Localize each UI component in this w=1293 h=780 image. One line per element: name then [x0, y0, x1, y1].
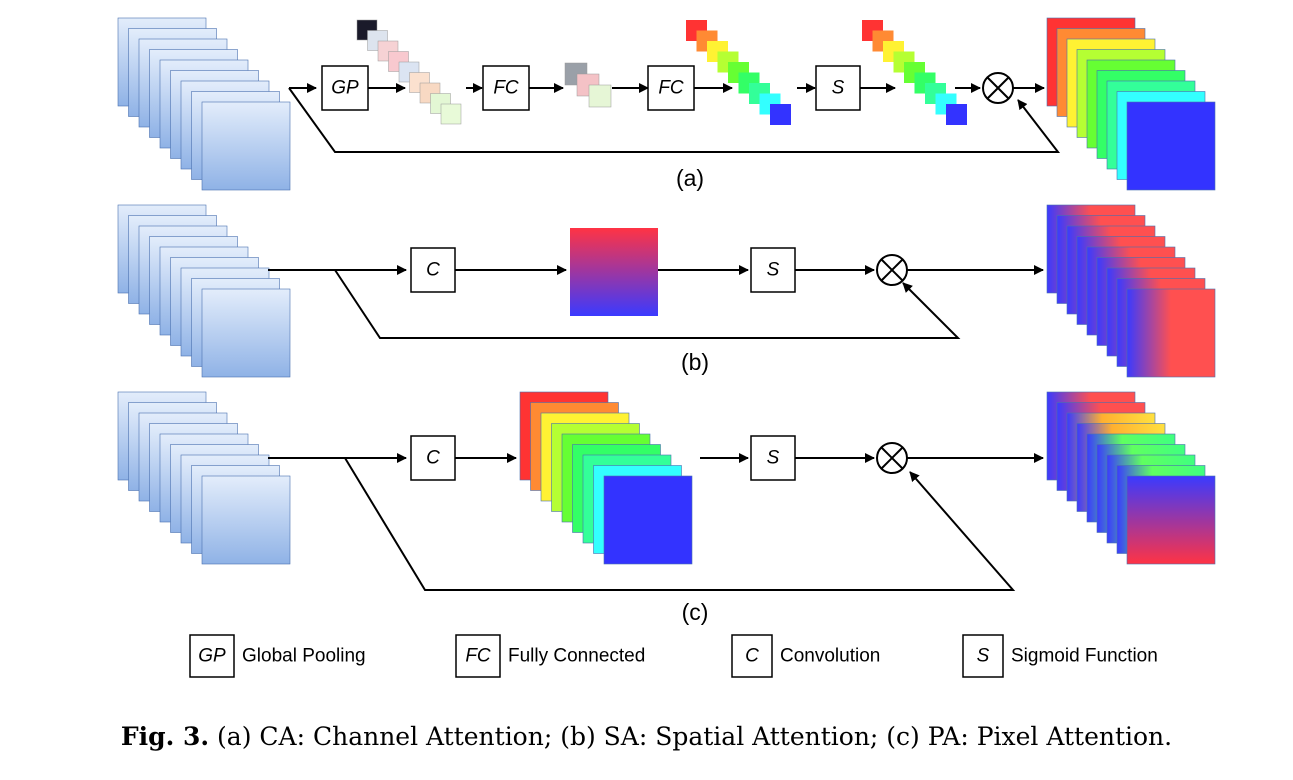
feature-map-layer	[1126, 475, 1216, 565]
figure-caption: Fig. 3. (a) CA: Channel Attention; (b) S…	[0, 722, 1293, 751]
multiply-icon-stroke	[881, 259, 903, 281]
input-feature-stack	[117, 17, 291, 191]
legend-text: Sigmoid Function	[1011, 646, 1158, 667]
op-sigmoid-label: S	[832, 78, 845, 99]
feature-map-layer	[1126, 288, 1216, 378]
pooled-channel	[440, 103, 462, 125]
legend-key-box	[731, 634, 773, 678]
feature-map-layer	[603, 475, 693, 565]
attention-diagram: GP FC FC S (a) C S (b) C S (c) GP Global Pooling F…	[117, 17, 1216, 678]
legend-key-box	[962, 634, 1004, 678]
legend-key-s: S	[977, 646, 990, 667]
output-feature-stack	[1046, 17, 1216, 191]
panel-label-c: (c)	[682, 599, 709, 625]
legend-key-c: C	[745, 646, 759, 667]
skip-connection	[344, 457, 1016, 591]
multiply-icon-stroke	[881, 447, 903, 469]
legend-key-box	[455, 634, 501, 678]
op-fc1-label: FC	[493, 78, 519, 99]
legend-key-box	[189, 634, 235, 678]
multiply-icon-stroke	[987, 77, 1009, 99]
panel-channel-attention: GP FC FC S (a)	[117, 17, 1216, 191]
legend-text: Convolution	[780, 646, 880, 667]
op-conv-box	[410, 435, 456, 481]
legend-key-gp: GP	[198, 646, 226, 667]
caption-fig-label: Fig. 3.	[120, 722, 210, 751]
panel-spatial-attention: C S (b)	[117, 204, 1216, 378]
op-gp-label: GP	[331, 78, 359, 99]
feature-map-layer	[201, 475, 291, 565]
feature-map-layer	[201, 288, 291, 378]
op-conv-label: C	[426, 260, 440, 281]
feature-map-layer	[201, 101, 291, 191]
op-sigmoid-label: S	[767, 448, 780, 469]
output-feature-stack	[1046, 391, 1216, 565]
pixel-attention-stack	[519, 391, 693, 565]
legend-text: Global Pooling	[242, 646, 366, 667]
panel-pixel-attention: C S (c)	[117, 391, 1216, 625]
channel-weight	[770, 104, 791, 125]
op-gp-box	[321, 65, 369, 111]
spatial-attention-map	[570, 228, 658, 316]
input-feature-stack	[117, 391, 291, 565]
output-feature-stack	[1046, 204, 1216, 378]
op-sigmoid-box	[815, 65, 861, 111]
legend-key-fc: FC	[465, 646, 491, 667]
input-feature-stack	[117, 204, 291, 378]
feature-map-layer	[1126, 101, 1216, 191]
op-fc2-box	[647, 65, 695, 111]
panel-label-b: (b)	[681, 349, 709, 375]
legend: GP Global Pooling FC Fully Connected C Convol…	[189, 634, 1158, 678]
op-fc2-label: FC	[658, 78, 684, 99]
skip-connection	[334, 269, 961, 339]
sigmoid-weight	[946, 104, 967, 125]
legend-text: Fully Connected	[508, 646, 645, 667]
caption-text: (a) CA: Channel Attention; (b) SA: Spati…	[209, 722, 1173, 751]
op-sigmoid-label: S	[767, 260, 780, 281]
op-fc1-box	[482, 65, 530, 111]
op-conv-label: C	[426, 448, 440, 469]
reduced-channel	[588, 84, 612, 108]
skip-connection	[288, 87, 1061, 153]
panel-label-a: (a)	[676, 165, 704, 191]
